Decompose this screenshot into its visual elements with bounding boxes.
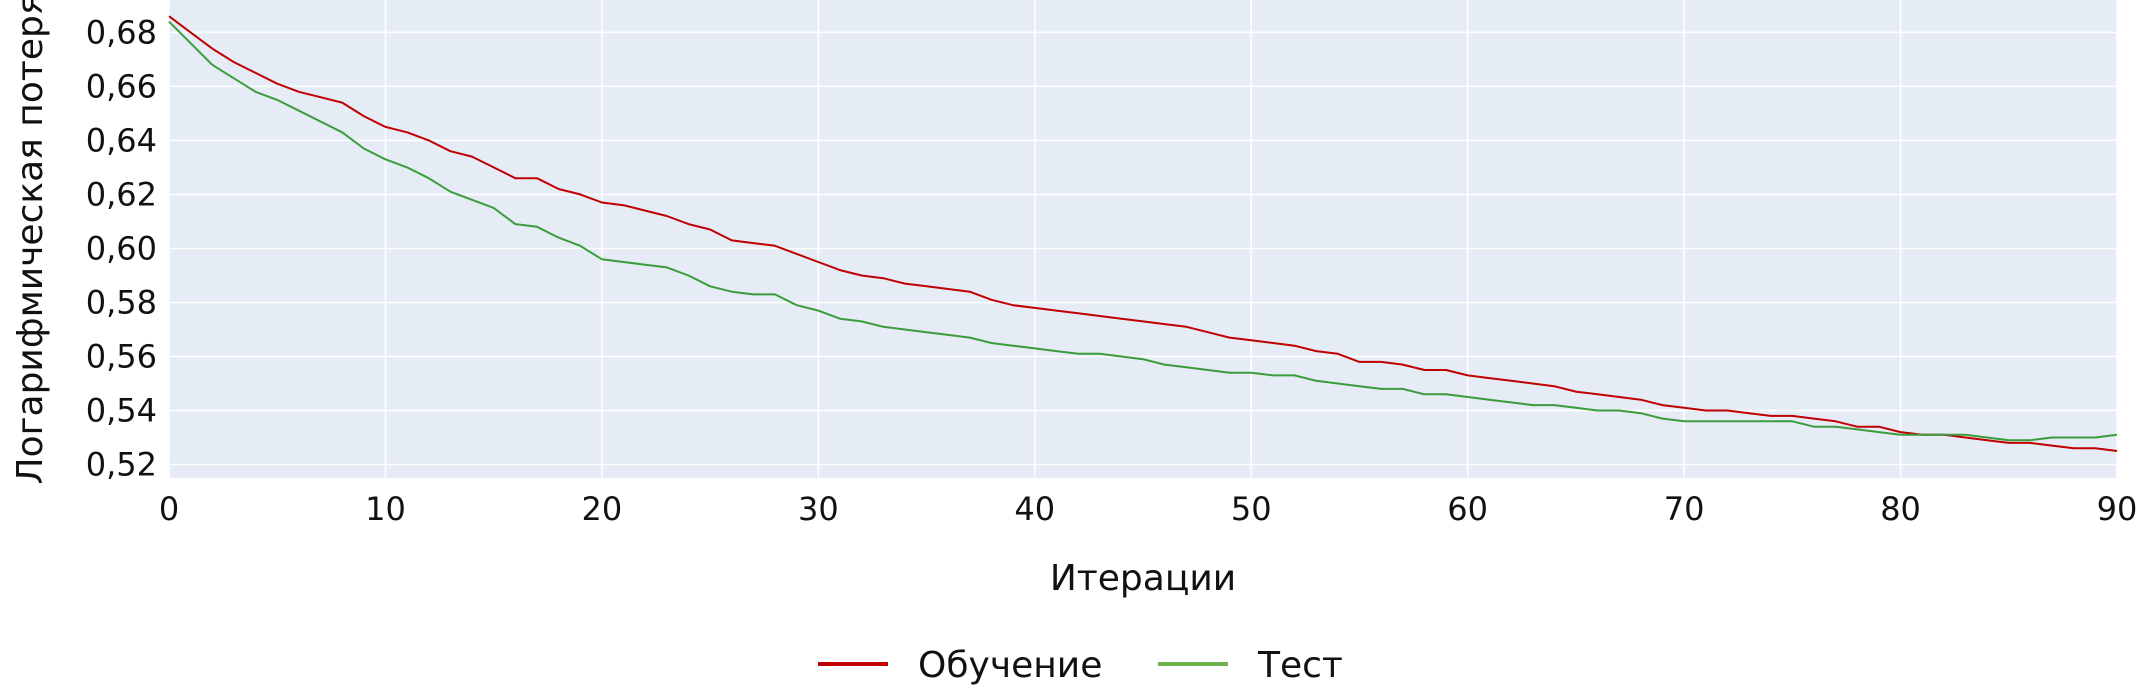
x-tick-label: 60 — [1447, 490, 1488, 528]
x-tick-label: 40 — [1014, 490, 1055, 528]
x-tick-label: 20 — [582, 490, 623, 528]
series-lines — [168, 15, 2118, 452]
vertical-gridlines — [168, 0, 2118, 478]
y-axis-tick-labels: 0,52 0,54 0,56 0,58 0,60 0,62 0,64 0,66 0,68 — [86, 13, 157, 483]
y-axis-title: Логарифмическая потеря — [10, 0, 51, 484]
legend-label-train: Обучение — [918, 645, 1102, 686]
y-tick-label: 0,56 — [86, 337, 157, 375]
y-tick-label: 0,60 — [86, 229, 157, 267]
y-tick-label: 0,58 — [86, 283, 157, 321]
legend: Обучение Тест — [818, 645, 1343, 686]
series-line-train — [168, 15, 2118, 452]
y-tick-label: 0,52 — [86, 445, 157, 483]
x-tick-label: 70 — [1664, 490, 1705, 528]
series-line-test — [168, 20, 2118, 442]
x-axis-tick-labels: 0 10 20 30 40 50 60 70 80 90 — [159, 490, 2138, 528]
y-tick-label: 0,54 — [86, 391, 157, 429]
horizontal-gridlines — [169, 31, 2117, 466]
y-tick-label: 0,64 — [86, 121, 157, 159]
x-tick-label: 80 — [1880, 490, 1921, 528]
y-tick-label: 0,62 — [86, 175, 157, 213]
x-tick-label: 30 — [798, 490, 839, 528]
x-tick-label: 90 — [2097, 490, 2138, 528]
plot-background — [169, 0, 2117, 478]
x-tick-label: 50 — [1231, 490, 1272, 528]
legend-label-test: Тест — [1257, 645, 1343, 686]
x-tick-label: 0 — [159, 490, 179, 528]
y-tick-label: 0,68 — [86, 13, 157, 51]
x-tick-label: 10 — [365, 490, 406, 528]
y-tick-label: 0,66 — [86, 67, 157, 105]
x-axis-title: Итерации — [1050, 558, 1236, 599]
